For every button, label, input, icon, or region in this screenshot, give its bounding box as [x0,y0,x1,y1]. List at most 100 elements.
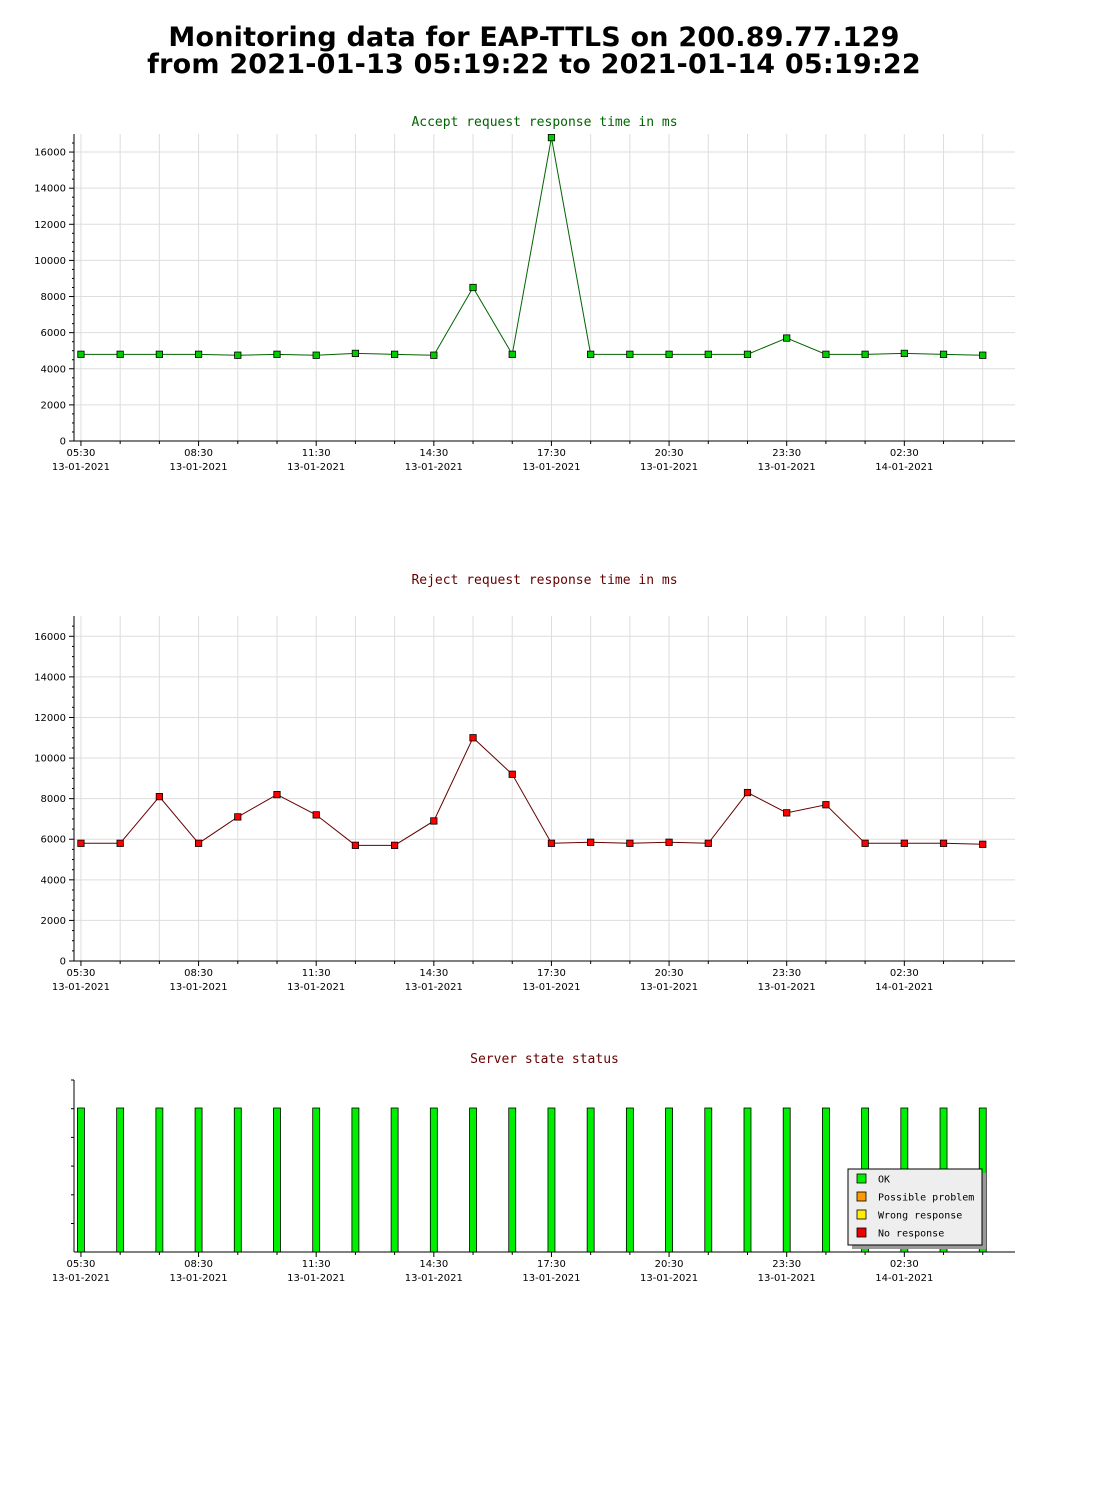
chart1-y-label: 0 [60,437,66,448]
chart2-data-point [979,840,987,848]
legend-swatch [856,1173,867,1184]
chart2-data-point [783,809,791,817]
chart2-data-point [900,839,908,847]
legend-box [847,1168,983,1246]
chart2-x-label-time: 11:30 [302,968,331,979]
legend-swatch [856,1209,867,1220]
chart2-y-label: 10000 [34,754,66,765]
chart2-y-label: 2000 [41,916,66,927]
chart3-status-bar [704,1107,713,1253]
chart1-x-label-time: 20:30 [655,448,684,459]
chart3-x-label-time: 23:30 [772,1259,801,1270]
legend-swatch [856,1227,867,1238]
chart3-status-bar [77,1107,85,1253]
chart2-data-point [77,839,85,847]
chart3-x-label-date: 13-01-2021 [758,1273,816,1284]
chart1-x-label-date: 13-01-2021 [52,462,110,473]
legend-label: OK [878,1175,890,1186]
chart1-data-point [783,334,791,342]
chart3-status-bar [233,1107,242,1253]
chart2-y-label: 8000 [41,794,66,805]
chart1-x-label-date: 13-01-2021 [640,462,698,473]
chart1-x-label-date: 13-01-2021 [758,462,816,473]
chart2-data-point [351,841,360,849]
chart2-data-point [194,839,203,847]
chart2-x-label-date: 13-01-2021 [640,982,698,993]
chart3-x-label-date: 13-01-2021 [405,1273,463,1284]
chart2-data-point [116,839,124,847]
chart2-data-point [155,793,163,801]
chart2-data-point [430,817,438,825]
chart1-data-point [430,351,438,359]
chart2-data-point [822,801,830,809]
chart1-title: Accept request response time in ms [411,115,677,130]
chart1-data-point [626,350,634,358]
page-title-line-1: Monitoring data for EAP-TTLS on 200.89.7… [168,22,900,53]
chart1-y-label: 8000 [41,292,66,303]
chart2-data-point [547,839,556,847]
chart2-title: Reject request response time in ms [411,573,677,588]
chart2-y-label: 16000 [34,632,66,643]
chart3-status-bar [390,1107,399,1253]
chart3-x-label-date: 13-01-2021 [52,1273,110,1284]
chart2-y-label: 0 [60,957,66,968]
chart1-y-label: 4000 [41,364,66,375]
chart1-data-point [939,350,948,358]
chart3-status-bar [273,1107,281,1253]
chart1-data-point [234,351,242,359]
chart2-data-point [704,839,712,847]
chart3-status-bar [194,1107,203,1253]
chart2-data-point [665,838,673,846]
chart1-data-point [116,350,124,358]
chart1-data-point [273,350,281,358]
chart3-x-label-time: 17:30 [537,1259,566,1270]
chart1-data-point [900,349,908,358]
chart2-data-point [312,811,320,819]
chart1-data-point [508,350,516,358]
chart3-status-bar [155,1107,164,1253]
chart1-data-point [979,351,987,359]
chart1-series-line [80,137,983,356]
chart2-x-label-date: 13-01-2021 [405,982,463,993]
chart2-x-label-date: 13-01-2021 [287,982,345,993]
chart2-x-label-time: 05:30 [67,968,96,979]
chart2-data-point [626,839,634,847]
chart1-y-label: 14000 [34,184,66,195]
chart3-x-label-date: 13-01-2021 [170,1273,228,1284]
chart1-x-label-time: 23:30 [772,448,801,459]
chart1-data-point [351,349,360,358]
chart1-data-point [861,350,869,358]
chart1-data-point [391,350,399,358]
chart1-x-label-date: 13-01-2021 [170,462,228,473]
chart2-y-label: 14000 [34,672,66,683]
chart2-data-point [587,838,595,846]
chart3-x-label-time: 20:30 [655,1259,684,1270]
chart2-x-label-time: 20:30 [655,968,684,979]
chart2-x-label-date: 13-01-2021 [522,982,580,993]
chart-1: Accept request response time in ms 0 2000 4… [34,115,1015,473]
chart2-data-point [508,770,516,778]
chart2-x-label-time: 23:30 [772,968,801,979]
chart3-x-label-date: 13-01-2021 [640,1273,698,1284]
chart2-data-point [743,788,752,797]
legend-swatch [856,1191,867,1202]
chart2-x-label-date: 13-01-2021 [52,982,110,993]
chart1-y-label: 10000 [34,256,66,267]
chart2-data-point [391,841,399,849]
chart3-status-bar [743,1107,752,1253]
chart2-data-point [234,813,242,821]
chart3-title: Server state status [470,1052,619,1067]
chart1-x-label-date: 14-01-2021 [875,462,933,473]
chart-2: Reject request response time in ms 0 2000 4… [34,573,1015,993]
chart1-x-label-date: 13-01-2021 [522,462,580,473]
legend: OK Possible problem Wrong response No respo… [847,1168,986,1249]
chart2-x-label-time: 02:30 [890,968,919,979]
chart3-status-bar [116,1107,125,1253]
chart1-data-point [312,351,320,359]
chart3-status-bar [469,1107,477,1253]
chart1-x-label-time: 11:30 [302,448,331,459]
chart1-data-point [704,350,712,358]
chart2-x-label-time: 14:30 [419,968,448,979]
chart1-data-point [822,350,830,358]
chart2-x-label-date: 13-01-2021 [170,982,228,993]
